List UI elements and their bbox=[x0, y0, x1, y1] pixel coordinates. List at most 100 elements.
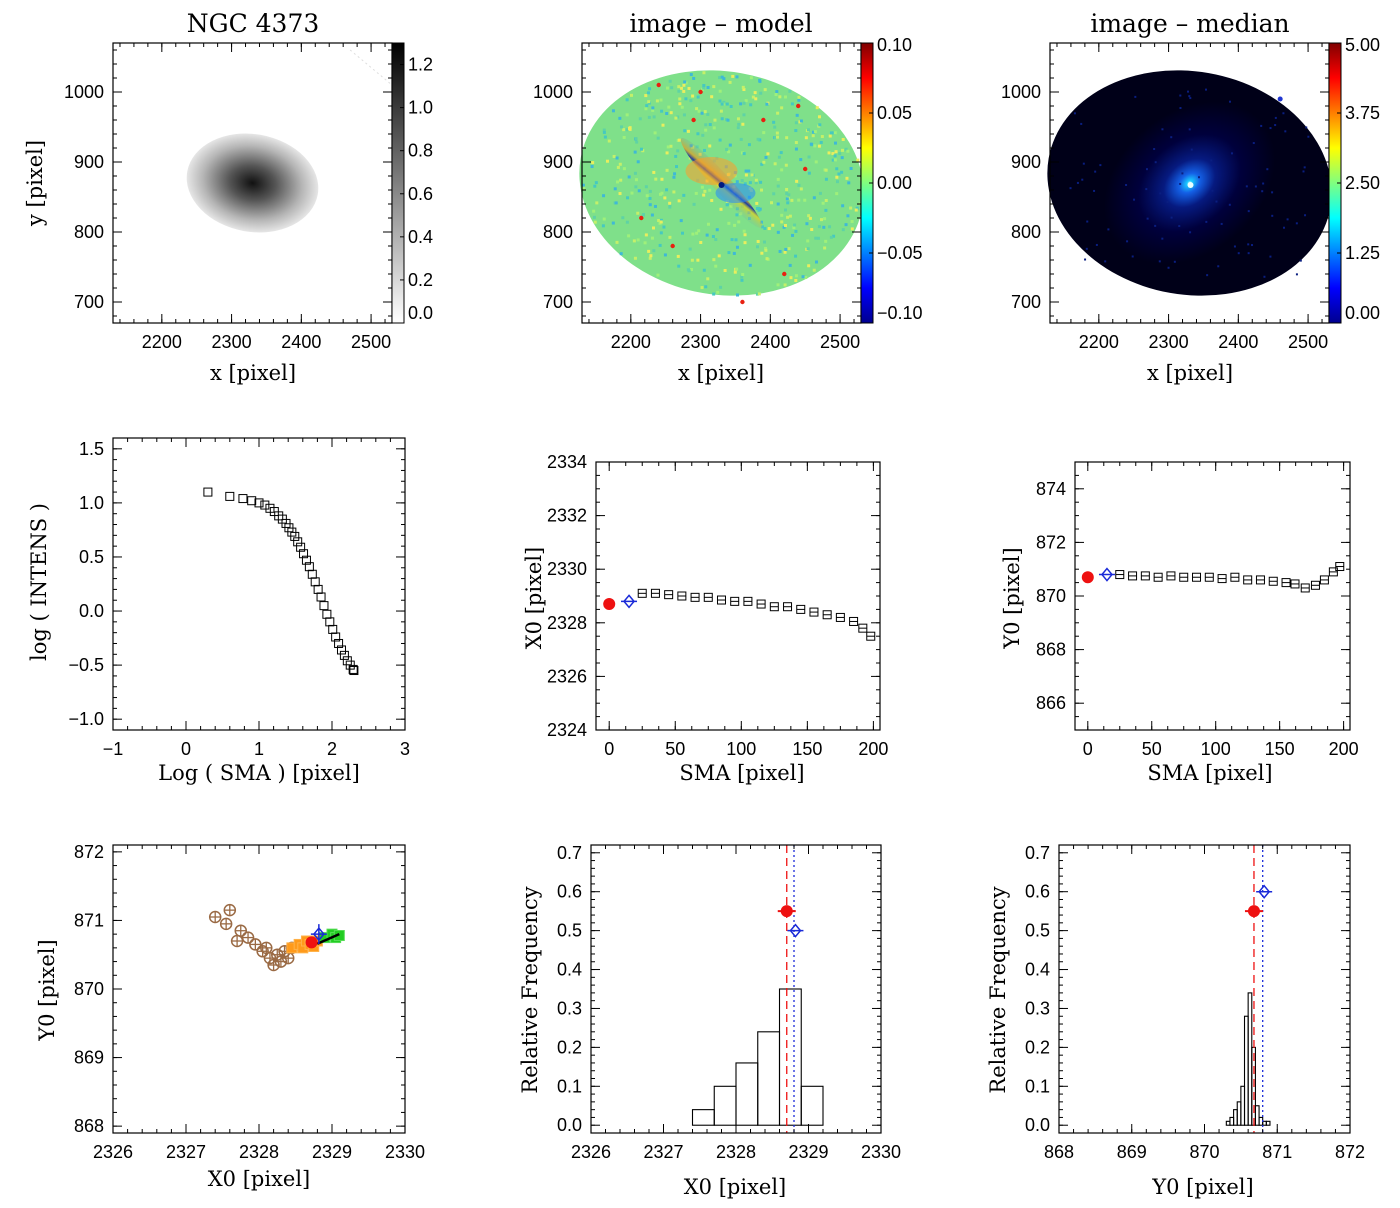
panel7-xlabel: X0 [pixel] bbox=[208, 1167, 311, 1191]
median-noise-pixel bbox=[1302, 170, 1305, 173]
residual-noise-pixel bbox=[754, 97, 758, 101]
y-tick-label: 2330 bbox=[547, 559, 587, 579]
residual-noise-pixel bbox=[687, 86, 691, 90]
residual-noise-pixel bbox=[590, 165, 594, 169]
residual-noise-pixel bbox=[635, 140, 639, 144]
residual-noise-pixel bbox=[835, 175, 839, 179]
x-tick-label: 2500 bbox=[820, 332, 860, 352]
residual-noise-pixel bbox=[740, 179, 744, 183]
residual-noise-pixel bbox=[786, 201, 790, 205]
residual-noise-pixel bbox=[688, 247, 692, 251]
residual-noise-pixel bbox=[682, 113, 686, 117]
x-tick-label: 2330 bbox=[861, 1142, 901, 1162]
residual-noise-pixel bbox=[850, 227, 854, 231]
residual-noise-pixel bbox=[703, 110, 707, 114]
residual-noise-pixel bbox=[633, 171, 637, 175]
residual-noise-pixel bbox=[641, 213, 645, 217]
point-source bbox=[1277, 96, 1283, 102]
residual-noise-pixel bbox=[622, 128, 626, 132]
median-center-marker bbox=[1081, 571, 1094, 584]
y-tick-label: 0.3 bbox=[1025, 998, 1050, 1018]
x-tick-label: 3 bbox=[400, 739, 410, 759]
residual-noise-pixel bbox=[749, 76, 753, 80]
residual-noise-pixel bbox=[661, 123, 665, 127]
residual-noise-pixel bbox=[741, 151, 745, 155]
reference-center-marker bbox=[1101, 567, 1113, 582]
residual-noise-pixel bbox=[788, 89, 792, 93]
residual-noise-pixel bbox=[754, 181, 758, 185]
residual-noise-pixel bbox=[602, 130, 606, 134]
residual-noise-pixel bbox=[783, 224, 787, 228]
residual-noise-pixel bbox=[718, 138, 722, 142]
colorbar bbox=[391, 42, 405, 324]
residual-noise-pixel bbox=[794, 141, 798, 145]
residual-noise-pixel bbox=[665, 86, 669, 90]
x-tick-label: 50 bbox=[665, 739, 685, 759]
median-noise-pixel bbox=[1271, 214, 1274, 217]
panel7-ylabel: Y0 [pixel] bbox=[35, 939, 59, 1041]
residual-noise-pixel bbox=[783, 208, 787, 212]
residual-noise-pixel bbox=[765, 257, 769, 261]
median-noise-pixel bbox=[1170, 216, 1173, 219]
panel3-title: image – median bbox=[1090, 9, 1289, 38]
median-noise-pixel bbox=[1080, 122, 1083, 125]
histogram-bar bbox=[713, 1085, 737, 1126]
residual-noise-pixel bbox=[645, 104, 649, 108]
residual-noise-pixel bbox=[703, 189, 707, 193]
x-tick-label: 870 bbox=[1189, 1142, 1219, 1162]
x-tick-label: 2329 bbox=[312, 1142, 352, 1162]
x-tick-label: 2500 bbox=[1288, 332, 1328, 352]
panel1-ylabel: y [pixel] bbox=[23, 140, 47, 227]
residual-noise-pixel bbox=[847, 181, 851, 185]
residual-noise-pixel bbox=[697, 109, 701, 113]
residual-noise-pixel bbox=[689, 73, 693, 77]
residual-noise-pixel bbox=[696, 132, 700, 136]
residual-noise-pixel bbox=[644, 185, 648, 189]
residual-noise-pixel bbox=[780, 213, 784, 217]
residual-noise-pixel bbox=[689, 99, 693, 103]
residual-noise-pixel bbox=[591, 161, 595, 165]
profile-point bbox=[339, 650, 349, 660]
median-noise-pixel bbox=[1262, 182, 1265, 185]
histogram-bar bbox=[691, 1109, 715, 1126]
median-noise-pixel bbox=[1104, 260, 1107, 263]
y-tick-label: −1.0 bbox=[68, 709, 104, 729]
panel6-y0-plot: 0 50 100 150 200 866 868 870 872 874 bbox=[1036, 461, 1359, 759]
residual-noise-pixel bbox=[794, 129, 798, 133]
residual-noise-pixel bbox=[657, 219, 661, 223]
residual-noise-pixel bbox=[742, 229, 746, 233]
residual-noise-pixel bbox=[799, 187, 803, 191]
residual-noise-pixel bbox=[811, 134, 815, 138]
residual-noise-pixel bbox=[748, 181, 752, 185]
histogram-bar bbox=[778, 988, 802, 1126]
residual-noise-pixel bbox=[594, 181, 598, 185]
residual-noise-pixel bbox=[702, 71, 706, 75]
colorbar-tick-label: 3.75 bbox=[1345, 103, 1380, 123]
x-tick-label: 2200 bbox=[611, 332, 651, 352]
y-tick-label: 0.2 bbox=[557, 1037, 582, 1057]
residual-noise-pixel bbox=[731, 74, 735, 78]
panel1-title: NGC 4373 bbox=[187, 9, 320, 38]
x-tick-label: 100 bbox=[726, 739, 756, 759]
residual-noise-pixel bbox=[777, 155, 781, 159]
y-tick-label: 2334 bbox=[547, 452, 587, 472]
residual-noise-pixel bbox=[718, 76, 722, 80]
residual-positive-blob bbox=[685, 157, 738, 185]
median-noise-pixel bbox=[1179, 94, 1182, 97]
residual-noise-pixel bbox=[797, 95, 801, 99]
residual-noise-pixel bbox=[817, 144, 821, 148]
residual-noise-pixel bbox=[672, 190, 676, 194]
median-noise-pixel bbox=[1161, 237, 1164, 240]
profile-point bbox=[348, 664, 358, 674]
point-source bbox=[670, 243, 675, 249]
profile-point bbox=[307, 569, 317, 579]
residual-noise-pixel bbox=[744, 173, 748, 177]
residual-noise-pixel bbox=[836, 180, 840, 184]
residual-noise-pixel bbox=[838, 152, 842, 156]
median-noise-pixel bbox=[1210, 159, 1213, 162]
y-tick-label: 800 bbox=[74, 222, 104, 242]
median-noise-pixel bbox=[1179, 107, 1182, 110]
median-noise-pixel bbox=[1073, 112, 1076, 115]
residual-noise-pixel bbox=[676, 254, 680, 258]
